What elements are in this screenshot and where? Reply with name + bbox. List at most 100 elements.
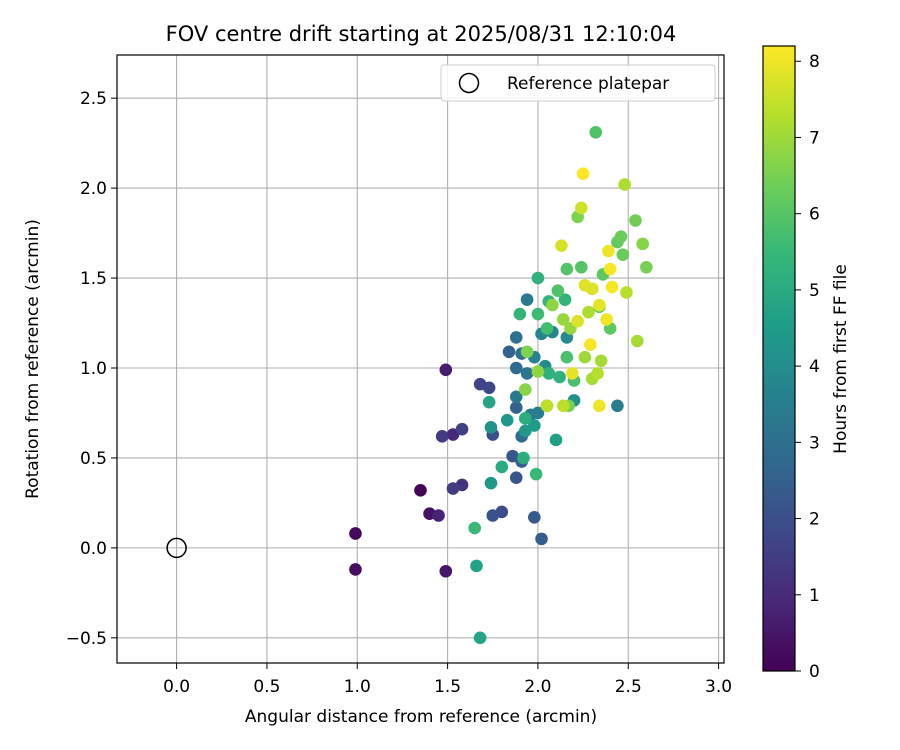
colorbar-tick-label: 3: [809, 433, 820, 453]
data-point: [611, 399, 624, 413]
data-point: [578, 350, 592, 364]
data-point: [629, 214, 642, 227]
chart-title: FOV centre drift starting at 2025/08/31 …: [166, 22, 677, 46]
colorbar: 0 1 2 3 4 5 6 7 8 Hours from first FF file: [762, 45, 851, 682]
data-point: [555, 239, 568, 252]
data-point: [540, 399, 554, 413]
data-point: [531, 365, 545, 378]
data-point: [535, 532, 548, 546]
data-point: [486, 509, 500, 522]
data-point: [582, 305, 595, 319]
legend-open-circle-icon: [458, 72, 480, 94]
data-point: [520, 345, 534, 359]
colorbar-label: Hours from first FF file: [831, 264, 851, 454]
y-tick-label: 0.5: [80, 449, 107, 469]
data-point: [551, 284, 565, 297]
data-point: [540, 322, 554, 335]
y-tick-label: −0.5: [66, 629, 107, 649]
data-point: [593, 399, 606, 413]
data-point: [616, 248, 630, 261]
data-point: [576, 167, 590, 181]
colorbar-tick-label: 8: [809, 52, 820, 72]
colorbar-tick-label: 6: [809, 205, 820, 225]
x-tick-label: 2.5: [615, 677, 642, 697]
data-point: [620, 286, 633, 299]
data-point: [531, 271, 545, 285]
colorbar-tick-label: 4: [809, 357, 820, 377]
data-point: [439, 564, 453, 578]
data-point: [455, 422, 469, 436]
y-axis-ticks: −0.5 0.0 0.5 1.0 1.5 2.0 2.5: [66, 89, 117, 649]
data-point: [618, 178, 631, 191]
data-point: [468, 521, 481, 535]
data-point: [560, 350, 574, 364]
data-point: [636, 237, 650, 251]
y-tick-label: 1.5: [80, 269, 107, 289]
data-point: [349, 527, 362, 540]
colorbar-frame: [762, 45, 796, 672]
colorbar-fill: [763, 46, 795, 671]
data-point: [528, 419, 541, 432]
x-tick-label: 0.0: [163, 677, 190, 697]
data-point: [446, 482, 460, 495]
data-point: [584, 338, 597, 351]
data-point: [509, 471, 523, 485]
data-point: [500, 413, 514, 427]
x-tick-label: 0.5: [253, 677, 280, 697]
data-point: [565, 367, 579, 380]
y-tick-label: 2.5: [80, 89, 107, 109]
data-point: [589, 126, 603, 139]
data-point: [531, 307, 545, 321]
data-point: [640, 260, 653, 274]
data-point: [571, 314, 584, 328]
data-point: [509, 390, 523, 404]
data-point: [473, 631, 487, 645]
data-point: [482, 395, 496, 409]
data-point: [591, 367, 604, 380]
y-tick-label: 1.0: [80, 359, 107, 379]
data-point: [600, 313, 613, 326]
data-point: [574, 201, 588, 215]
data-point: [558, 293, 572, 306]
data-point: [560, 262, 574, 276]
x-axis-label: Angular distance from reference (arcmin): [245, 707, 597, 727]
data-point: [594, 354, 608, 368]
data-point: [484, 476, 498, 490]
data-point: [349, 563, 362, 576]
legend-entry-reference: Reference platepar: [507, 74, 669, 94]
data-point: [556, 399, 570, 413]
reference-platepar-marker: [166, 537, 187, 559]
data-point: [549, 433, 563, 447]
y-tick-label: 2.0: [80, 179, 107, 199]
data-point: [439, 363, 453, 377]
data-point: [513, 307, 527, 321]
colorbar-tick-label: 2: [809, 510, 820, 530]
data-point: [502, 345, 516, 359]
grid-lines: [117, 55, 724, 663]
x-tick-label: 3.0: [705, 677, 732, 697]
x-tick-label: 2.0: [524, 677, 551, 697]
x-tick-label: 1.0: [344, 677, 371, 697]
colorbar-ticks: 0 1 2 3 4 5 6 7 8: [795, 52, 820, 682]
data-point: [495, 460, 509, 474]
data-point: [509, 361, 523, 375]
data-points: [349, 126, 653, 645]
data-point: [484, 421, 498, 434]
data-point: [553, 370, 566, 384]
data-point: [614, 230, 628, 243]
colorbar-tick-label: 7: [809, 128, 820, 148]
data-point: [605, 280, 619, 294]
data-point: [531, 406, 545, 420]
data-point: [602, 244, 615, 258]
data-point: [603, 262, 617, 276]
data-point: [520, 293, 534, 306]
data-point: [517, 451, 530, 465]
y-tick-label: 0.0: [80, 539, 107, 559]
data-point: [574, 260, 588, 274]
data-point: [528, 510, 541, 524]
data-point: [546, 298, 559, 312]
legend-box: [440, 64, 716, 102]
colorbar-tick-label: 0: [809, 662, 820, 682]
data-point: [585, 282, 599, 296]
